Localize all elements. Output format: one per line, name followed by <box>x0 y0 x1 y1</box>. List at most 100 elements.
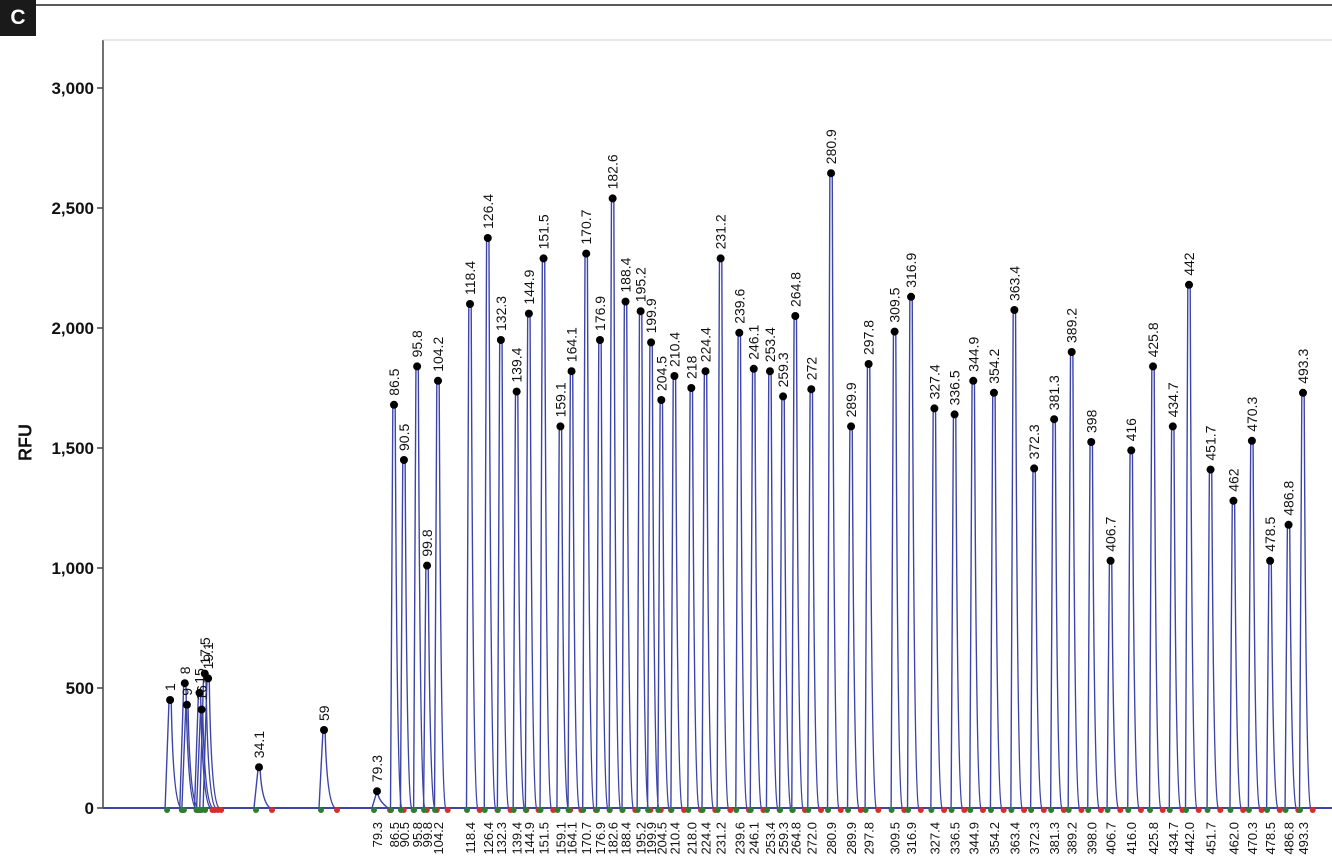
x-tick-label: 272.0 <box>804 822 819 855</box>
peak-trace <box>864 363 877 809</box>
peak-trace <box>778 396 792 809</box>
peak-marker <box>1127 446 1136 455</box>
peak-trace <box>621 301 634 809</box>
peak-trace <box>1087 441 1100 809</box>
x-tick-label: 218.0 <box>684 822 699 855</box>
peak-label: 231.2 <box>713 214 729 249</box>
peak-label: 316.9 <box>903 253 919 288</box>
peak-start-marker <box>1227 807 1234 813</box>
peak-end-marker <box>1117 807 1124 813</box>
peak-start-marker <box>522 807 529 813</box>
x-tick-label: 224.4 <box>699 822 714 855</box>
peak-label: 118.4 <box>462 261 478 295</box>
x-tick-label: 170.7 <box>579 822 594 855</box>
peak-label: 170.7 <box>578 209 594 244</box>
peak-label: 144.9 <box>521 269 537 304</box>
x-tick-label: 389.2 <box>1065 822 1080 855</box>
peak-label: 210.4 <box>666 332 682 367</box>
peak-start-marker <box>845 807 852 813</box>
peak-end-marker <box>1000 807 1007 813</box>
x-tick-label: 259.3 <box>776 822 791 855</box>
peak-end-marker <box>444 807 451 813</box>
peak-label: 381.3 <box>1046 375 1062 410</box>
peak-label: 259.3 <box>775 352 791 387</box>
peak-start-marker <box>645 807 652 813</box>
x-tick-label: 470.3 <box>1245 822 1260 855</box>
peak-end-marker <box>1097 807 1104 813</box>
peak-label: 132.3 <box>493 296 509 331</box>
peak-trace <box>1229 500 1242 809</box>
peak-marker <box>595 336 604 344</box>
peak-marker <box>701 367 710 376</box>
x-tick-label: 246.1 <box>747 822 762 855</box>
peak-start-marker <box>789 807 796 813</box>
peak-start-marker <box>1008 807 1015 813</box>
peak-trace <box>846 426 860 809</box>
x-tick-label: 104.2 <box>431 822 446 855</box>
peak-start-marker <box>655 807 662 813</box>
peak-marker <box>779 392 788 401</box>
x-tick-label: 354.2 <box>987 822 1002 855</box>
peak-marker <box>524 309 533 318</box>
peak-marker <box>182 700 191 709</box>
x-tick-label: 451.7 <box>1204 822 1219 855</box>
peak-trace <box>1148 366 1162 809</box>
peak-start-marker <box>1282 807 1289 813</box>
peak-label: 425.8 <box>1145 322 1161 357</box>
peak-label: 17.5 <box>197 637 213 664</box>
x-tick-label: 195.2 <box>634 822 649 855</box>
peak-start-marker <box>825 807 832 813</box>
peak-label: 34.1 <box>251 731 267 758</box>
peak-label: 327.4 <box>926 364 942 399</box>
peak-traces <box>164 173 1312 809</box>
peak-trace <box>496 339 510 809</box>
peak-trace <box>989 392 1003 809</box>
peak-end-marker <box>550 807 557 813</box>
peak-end-marker <box>727 807 734 813</box>
peak-marker <box>1168 422 1177 431</box>
peak-end-marker <box>1309 807 1316 813</box>
peak-trace <box>1247 440 1261 809</box>
peak-end-marker <box>1078 807 1085 813</box>
peak-label: 59 <box>316 705 332 721</box>
peak-trace <box>433 380 447 809</box>
x-tick-label: 90.5 <box>397 822 412 847</box>
peak-trace <box>556 426 569 809</box>
peak-marker <box>195 688 204 697</box>
peak-start-marker <box>1264 807 1271 813</box>
peak-label: 16 <box>194 685 210 701</box>
y-axis-title: RFU <box>15 424 36 461</box>
x-tick-label: 188.4 <box>619 822 634 855</box>
peak-trace <box>1265 560 1279 809</box>
peak-end-marker <box>1195 807 1202 813</box>
peak-label: 218 <box>683 355 699 379</box>
peak-marker <box>466 300 474 308</box>
x-tick-label: 139.4 <box>510 822 525 855</box>
peak-label: 151.5 <box>536 214 552 249</box>
peak-trace <box>646 342 660 809</box>
peak-marker <box>864 360 873 368</box>
peak-marker <box>1087 438 1096 446</box>
peak-markers <box>164 169 1316 813</box>
peak-label: 470.3 <box>1244 397 1260 432</box>
x-tick-label: 363.4 <box>1007 822 1022 855</box>
peak-label: 372.3 <box>1026 424 1042 459</box>
peak-trace <box>636 310 650 809</box>
peak-label: 309.5 <box>887 287 903 322</box>
peak-marker <box>539 254 548 263</box>
peak-start-marker <box>554 807 561 813</box>
peak-marker <box>1030 464 1039 473</box>
x-tick-label: 176.9 <box>593 822 608 855</box>
peak-trace <box>716 258 729 809</box>
peak-marker <box>791 312 800 320</box>
peak-start-marker <box>537 807 544 813</box>
peak-marker <box>890 327 899 336</box>
x-tick-label: 297.8 <box>862 822 877 855</box>
peak-start-marker <box>432 807 438 813</box>
x-tick-label: 280.9 <box>824 822 839 855</box>
peak-label: 164.1 <box>564 327 580 362</box>
peak-end-marker <box>681 807 688 813</box>
